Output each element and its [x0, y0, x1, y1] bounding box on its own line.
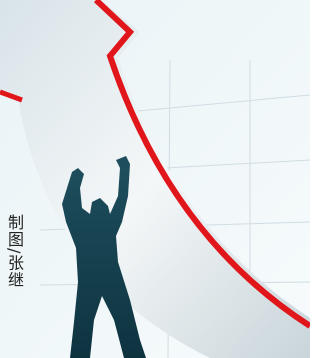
artwork: [0, 0, 310, 358]
illustration: 制图/张继: [0, 0, 310, 358]
caption: 制图/张继: [4, 214, 24, 288]
